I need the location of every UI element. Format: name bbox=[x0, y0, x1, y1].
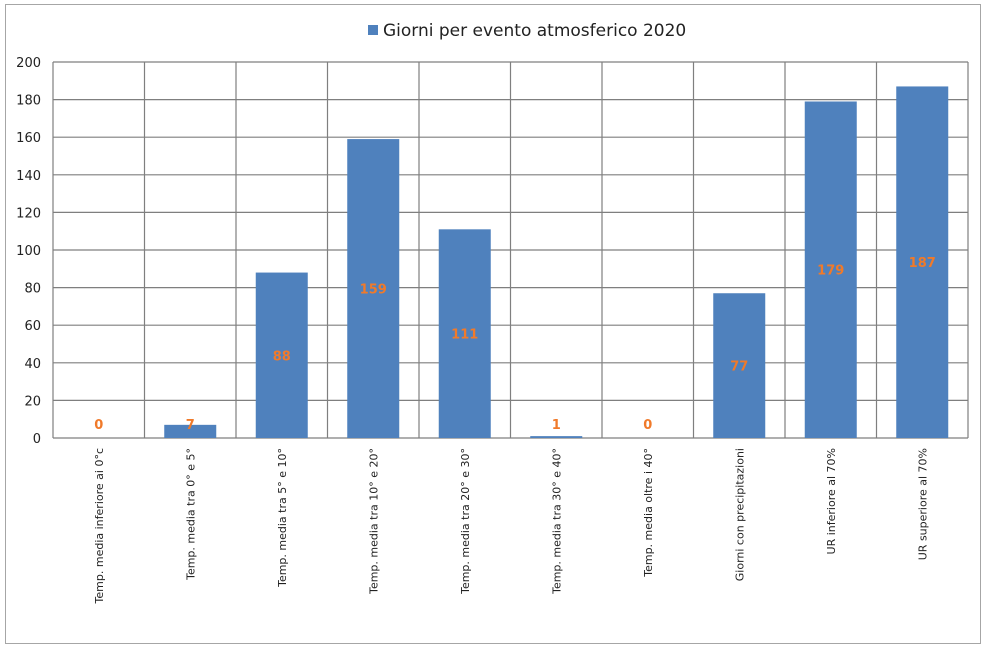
data-label: 7 bbox=[186, 418, 195, 433]
bar bbox=[255, 272, 308, 438]
data-label: 88 bbox=[273, 349, 291, 364]
y-tick-label: 160 bbox=[16, 131, 41, 146]
data-label: 159 bbox=[360, 283, 387, 298]
bar bbox=[164, 424, 217, 438]
data-label: 0 bbox=[94, 418, 103, 433]
data-label: 77 bbox=[730, 360, 748, 375]
y-tick-label: 80 bbox=[24, 282, 41, 297]
x-tick-label: Temp. media tra 10° e 20° bbox=[367, 448, 380, 595]
x-tick-label: Temp. media tra 5° e 10° bbox=[276, 448, 289, 588]
data-label: 0 bbox=[643, 418, 652, 433]
bar bbox=[438, 229, 491, 438]
legend-label: Giorni per evento atmosferico 2020 bbox=[383, 21, 686, 41]
x-tick-label: Temp. media tra 20° e 30° bbox=[459, 448, 472, 595]
legend: Giorni per evento atmosferico 2020 bbox=[368, 21, 686, 41]
y-tick-label: 120 bbox=[16, 206, 41, 221]
x-tick-label: UR superiore al 70% bbox=[916, 448, 929, 560]
bar bbox=[713, 293, 766, 438]
x-tick-label: UR inferiore al 70% bbox=[825, 448, 838, 554]
y-tick-label: 180 bbox=[16, 94, 41, 109]
data-label: 187 bbox=[909, 256, 936, 271]
bar bbox=[896, 86, 949, 438]
legend-swatch bbox=[368, 25, 378, 35]
x-tick-label: Temp. media tra 30° e 40° bbox=[550, 448, 563, 595]
y-axis-ticks: 0 20 40 60 80 100 120 140 160 180 200 bbox=[16, 56, 41, 447]
bar bbox=[804, 101, 857, 438]
y-tick-label: 20 bbox=[24, 394, 41, 409]
data-label: 1 bbox=[552, 418, 561, 433]
bar bbox=[347, 139, 400, 438]
y-tick-label: 140 bbox=[16, 169, 41, 184]
x-tick-label: Giorni con precipitazioni bbox=[733, 448, 746, 581]
x-tick-label: Temp. media oltre i 40° bbox=[642, 448, 655, 578]
x-tick-label: Temp. media tra 0° e 5° bbox=[184, 448, 197, 581]
x-tick-label: Temp. media inferiore ai 0°c bbox=[93, 448, 106, 604]
bar bbox=[530, 436, 583, 438]
x-axis-ticks: Temp. media inferiore ai 0°c Temp. media … bbox=[93, 448, 930, 604]
data-label: 111 bbox=[451, 328, 478, 343]
bars bbox=[164, 86, 949, 438]
y-tick-label: 60 bbox=[24, 319, 41, 334]
y-tick-label: 0 bbox=[33, 432, 41, 447]
y-tick-label: 100 bbox=[16, 244, 41, 259]
data-label: 179 bbox=[817, 264, 844, 279]
y-tick-label: 40 bbox=[24, 357, 41, 372]
y-tick-label: 200 bbox=[16, 56, 41, 71]
